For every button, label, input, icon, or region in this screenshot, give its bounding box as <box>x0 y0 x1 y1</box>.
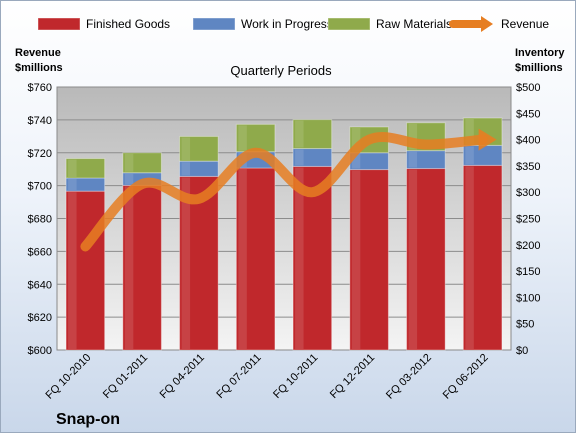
bar-highlight <box>124 173 134 185</box>
bar-finished-goods <box>122 184 162 351</box>
left-tick-label: $700 <box>28 181 52 193</box>
x-axis: FQ 10-2010 FQ 01-2011 FQ 04-2011 FQ 07-2011… <box>44 352 491 402</box>
bar-highlight <box>238 169 247 349</box>
bar-highlight <box>465 146 474 165</box>
bar-highlight <box>465 166 474 349</box>
bar-highlight <box>181 137 191 161</box>
bar-highlight <box>295 149 304 166</box>
bar-highlight <box>408 169 418 349</box>
x-tick-label: FQ 04-2011 <box>158 352 207 401</box>
right-tick-label: $350 <box>516 161 540 173</box>
left-tick-label: $640 <box>28 279 52 291</box>
legend-label-finished-goods: Finished Goods <box>86 17 170 31</box>
right-tick-label: $250 <box>516 214 540 226</box>
bar-highlight <box>351 170 361 349</box>
left-tick-label: $600 <box>28 345 52 357</box>
right-tick-label: $200 <box>516 240 540 252</box>
x-tick-label: FQ 10-2011 <box>271 352 320 401</box>
company-name: Snap-on <box>56 411 120 428</box>
revenue-line <box>80 132 488 252</box>
x-tick-label: FQ 10-2010 <box>44 352 94 402</box>
bar-highlight <box>68 159 77 177</box>
bar-finished-goods <box>462 164 503 351</box>
bar-highlight <box>124 153 134 172</box>
revenue-arrowhead <box>478 128 497 151</box>
left-tick-label: $720 <box>28 148 52 160</box>
legend: Finished Goods Work in Progress Raw Materi… <box>37 16 549 32</box>
x-tick-label: FQ 07-2011 <box>214 352 263 401</box>
x-tick-label: FQ 12-2011 <box>328 352 377 401</box>
left-tick-label: $740 <box>28 115 52 127</box>
bar-highlight <box>295 120 304 148</box>
bar-highlight <box>408 123 418 150</box>
right-tick-label: $50 <box>516 319 534 331</box>
bar-raw-materials <box>235 123 276 153</box>
left-tick-label: $660 <box>28 246 52 258</box>
bar-finished-goods <box>406 168 446 351</box>
legend-label-revenue: Revenue <box>501 17 549 31</box>
bar-highlight <box>465 119 474 145</box>
bar-raw-materials <box>179 135 219 162</box>
bar-raw-materials <box>65 158 106 179</box>
right-tick-label: $0 <box>516 345 528 357</box>
bar-raw-materials <box>292 119 333 150</box>
legend-arrow-icon <box>481 16 493 32</box>
bars-group <box>65 117 503 351</box>
x-tick-label: FQ 06-2012 <box>441 352 491 402</box>
chart-title: Quarterly Periods <box>230 63 332 78</box>
legend-swatch-work-in-progress <box>192 17 236 31</box>
bar-highlight <box>351 127 361 152</box>
right-tick-label: $150 <box>516 266 540 278</box>
right-tick-label: $500 <box>516 82 540 94</box>
x-tick-label: FQ 01-2011 <box>101 352 150 401</box>
left-tick-label: $760 <box>28 82 52 94</box>
bar-finished-goods <box>349 169 389 351</box>
bar-highlight <box>295 167 304 349</box>
left-axis-label-line1: Revenue <box>15 47 61 59</box>
right-tick-label: $450 <box>516 108 540 120</box>
right-tick-label: $300 <box>516 187 540 199</box>
left-tick-label: $680 <box>28 214 52 226</box>
bar-work-in-progress <box>292 148 333 167</box>
bar-highlight <box>181 177 191 349</box>
right-axis-label-line2: $millions <box>515 62 563 74</box>
legend-swatch-raw-materials <box>327 17 371 31</box>
right-tick-label: $400 <box>516 135 540 147</box>
bar-highlight <box>68 192 77 349</box>
legend-swatch-finished-goods <box>37 17 81 31</box>
right-tick-label: $100 <box>516 292 540 304</box>
bar-highlight <box>238 125 247 151</box>
bar-raw-materials <box>122 152 162 174</box>
bar-highlight <box>181 162 191 176</box>
left-axis-label-line2: $millions <box>15 62 63 74</box>
legend-label-work-in-progress: Work in Progress <box>241 17 333 31</box>
bar-finished-goods <box>65 190 106 351</box>
left-tick-label: $620 <box>28 312 52 324</box>
left-axis: $600 $620 $640 $660 $680 $700 $720 $740 $760 <box>28 82 52 357</box>
x-tick-label: FQ 03-2012 <box>384 352 434 402</box>
bar-highlight <box>68 178 77 191</box>
revenue-line-group <box>80 128 497 252</box>
right-axis: $0 $50 $100 $150 $200 $250 $300 $350 $400 $450 $50… <box>516 82 540 357</box>
bar-highlight <box>124 186 134 349</box>
bar-highlight <box>351 153 361 169</box>
legend-label-raw-materials: Raw Materials <box>376 17 452 31</box>
right-axis-label-line1: Inventory <box>515 47 565 59</box>
bar-highlight <box>408 151 418 168</box>
